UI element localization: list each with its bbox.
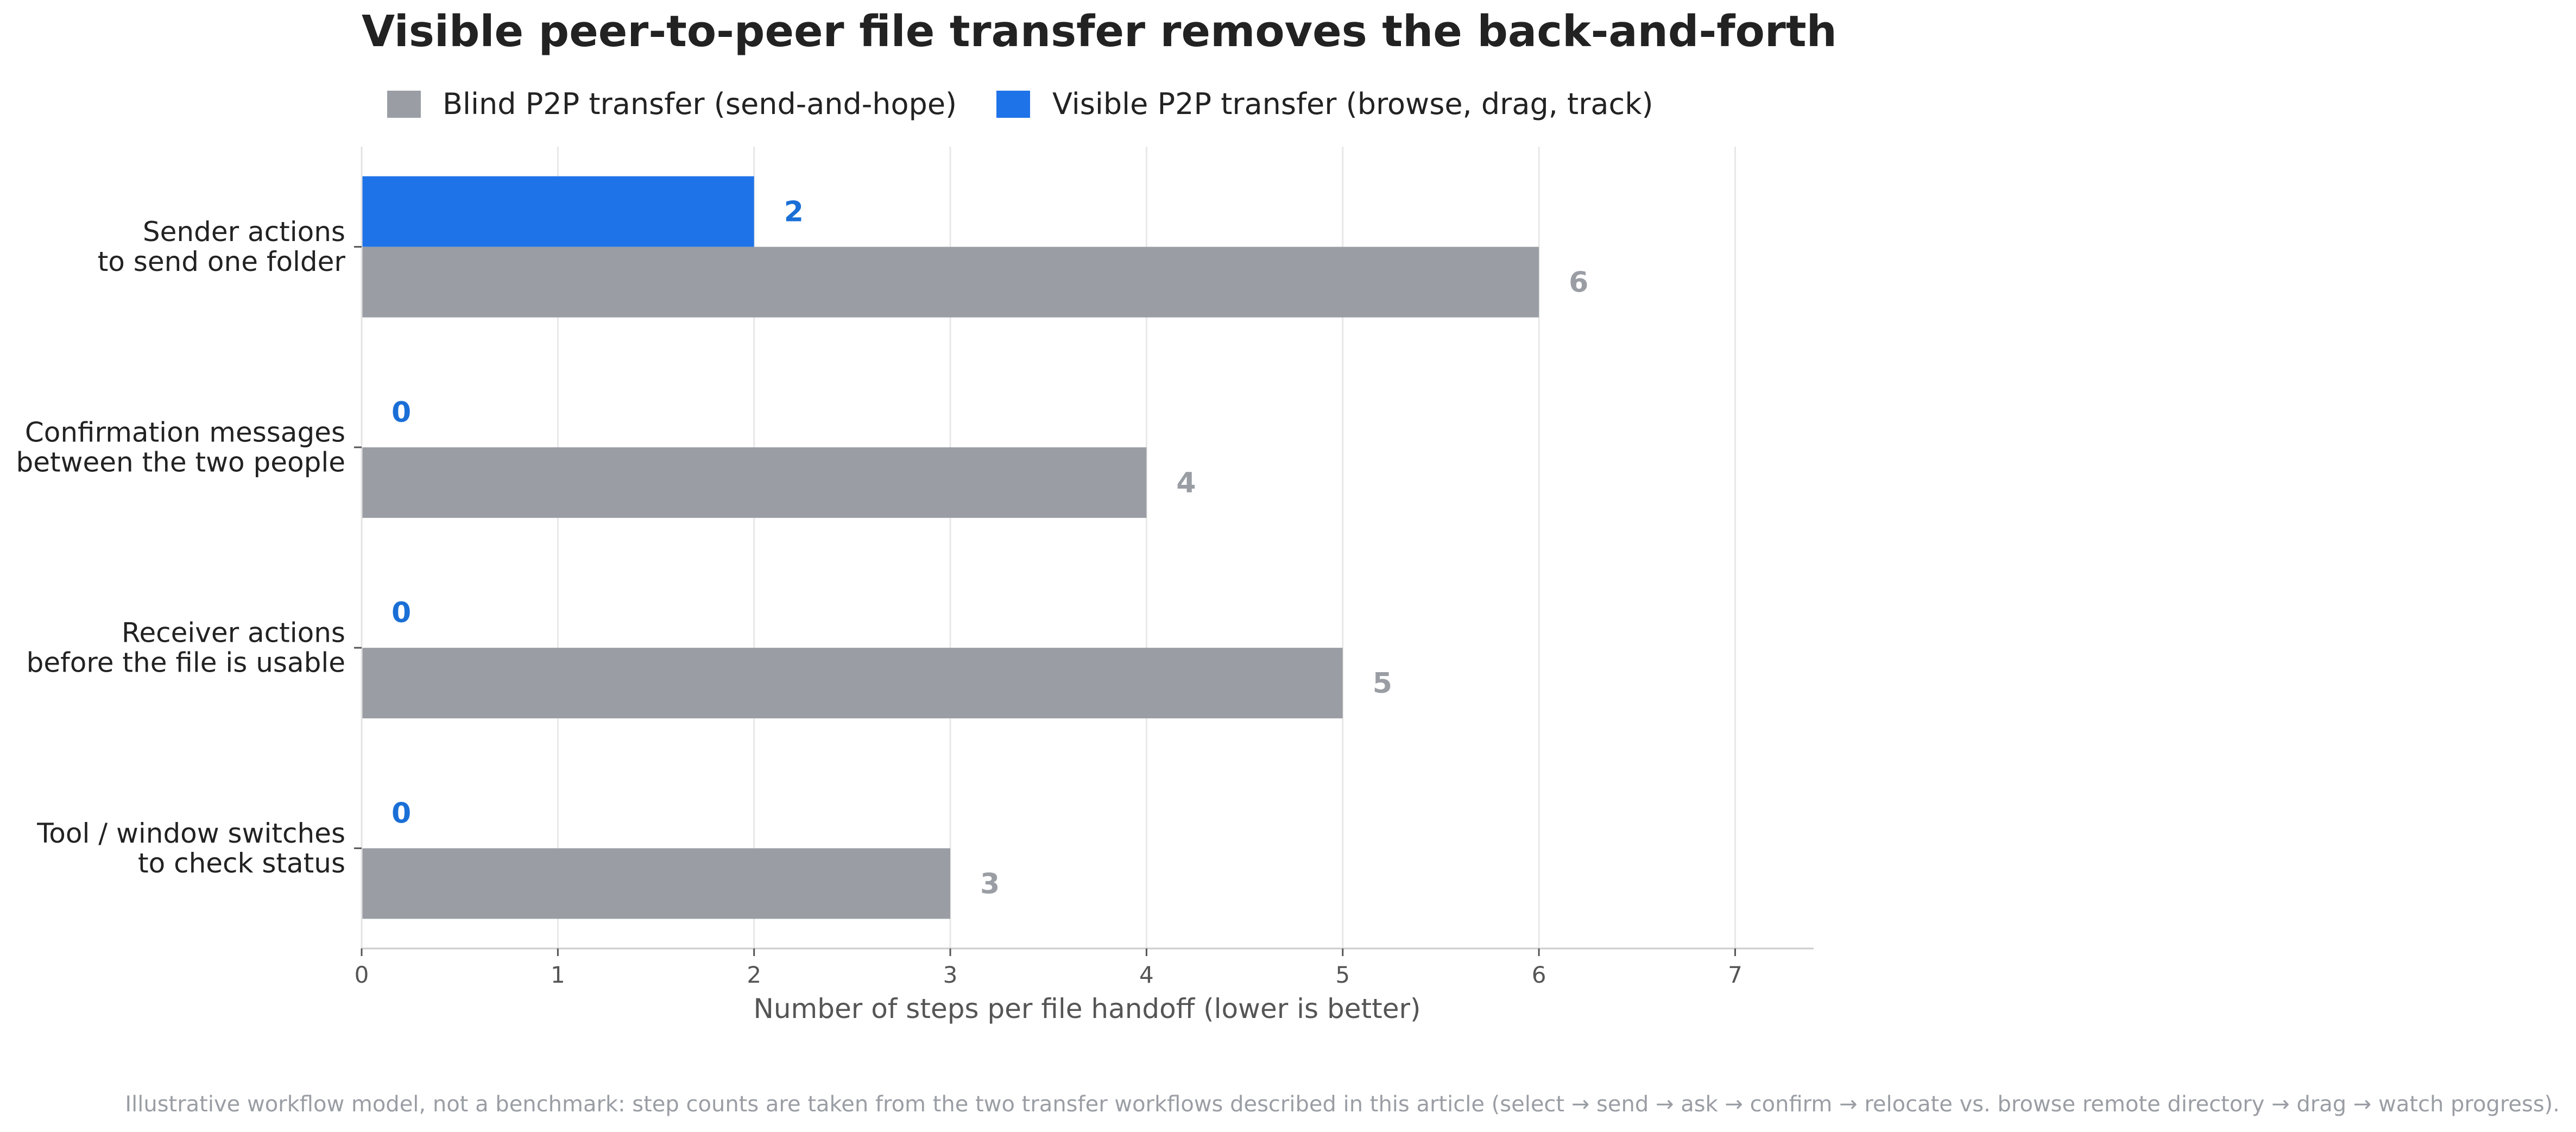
legend: Blind P2P transfer (send-and-hope) Visib… — [387, 87, 1653, 121]
legend-swatch-blind — [387, 91, 421, 118]
x-tick-label-7: 7 — [1728, 962, 1742, 988]
data-label-blind-2: 5 — [1373, 667, 1392, 700]
x-tick-label-3: 3 — [943, 962, 958, 988]
legend-swatch-visible — [996, 91, 1030, 118]
legend-label-visible: Visible P2P transfer (browse, drag, trac… — [1052, 87, 1653, 121]
x-tick-label-0: 0 — [355, 962, 369, 988]
data-label-blind-3: 3 — [980, 868, 1000, 900]
x-axis: 0 1 2 3 4 5 6 7 — [355, 947, 1814, 988]
category-label-3-0: Tool / window switches — [36, 818, 345, 849]
x-tick-label-4: 4 — [1139, 962, 1154, 988]
legend-label-blind: Blind P2P transfer (send-and-hope) — [443, 87, 957, 121]
category-label-2-0: Receiver actions — [122, 617, 345, 649]
category-label-3-1: to check status — [138, 848, 345, 879]
category-label-1-1: between the two people — [16, 446, 345, 478]
bar-blind-0 — [362, 246, 1539, 318]
category-label-0-0: Sender actions — [143, 216, 345, 248]
data-label-visible-3: 0 — [392, 797, 411, 830]
bar-blind-3 — [362, 848, 951, 919]
x-tick-label-1: 1 — [551, 962, 565, 988]
footnote: Illustrative workflow model, not a bench… — [125, 1092, 2560, 1117]
bar-blind-2 — [362, 648, 1343, 719]
x-tick-label-2: 2 — [747, 962, 761, 988]
category-label-0-1: to send one folder — [98, 246, 346, 277]
data-label-visible-1: 0 — [392, 396, 411, 429]
category-label-1-0: Confirmation messages — [25, 416, 345, 448]
x-tick-label-5: 5 — [1335, 962, 1350, 988]
bars — [362, 176, 1539, 919]
x-tick-label-6: 6 — [1532, 962, 1546, 988]
category-label-2-1: before the file is usable — [27, 647, 345, 679]
data-labels: 2 6 0 4 0 5 0 3 — [392, 196, 1588, 901]
data-label-visible-0: 2 — [784, 196, 804, 229]
chart-title: Visible peer-to-peer file transfer remov… — [362, 7, 1837, 56]
bar-blind-1 — [362, 447, 1147, 518]
data-label-visible-2: 0 — [392, 597, 411, 629]
bar-visible-0 — [362, 176, 754, 247]
x-axis-label: Number of steps per file handoff (lower … — [753, 993, 1420, 1025]
data-label-blind-1: 4 — [1176, 467, 1196, 499]
data-label-blind-0: 6 — [1569, 267, 1588, 299]
